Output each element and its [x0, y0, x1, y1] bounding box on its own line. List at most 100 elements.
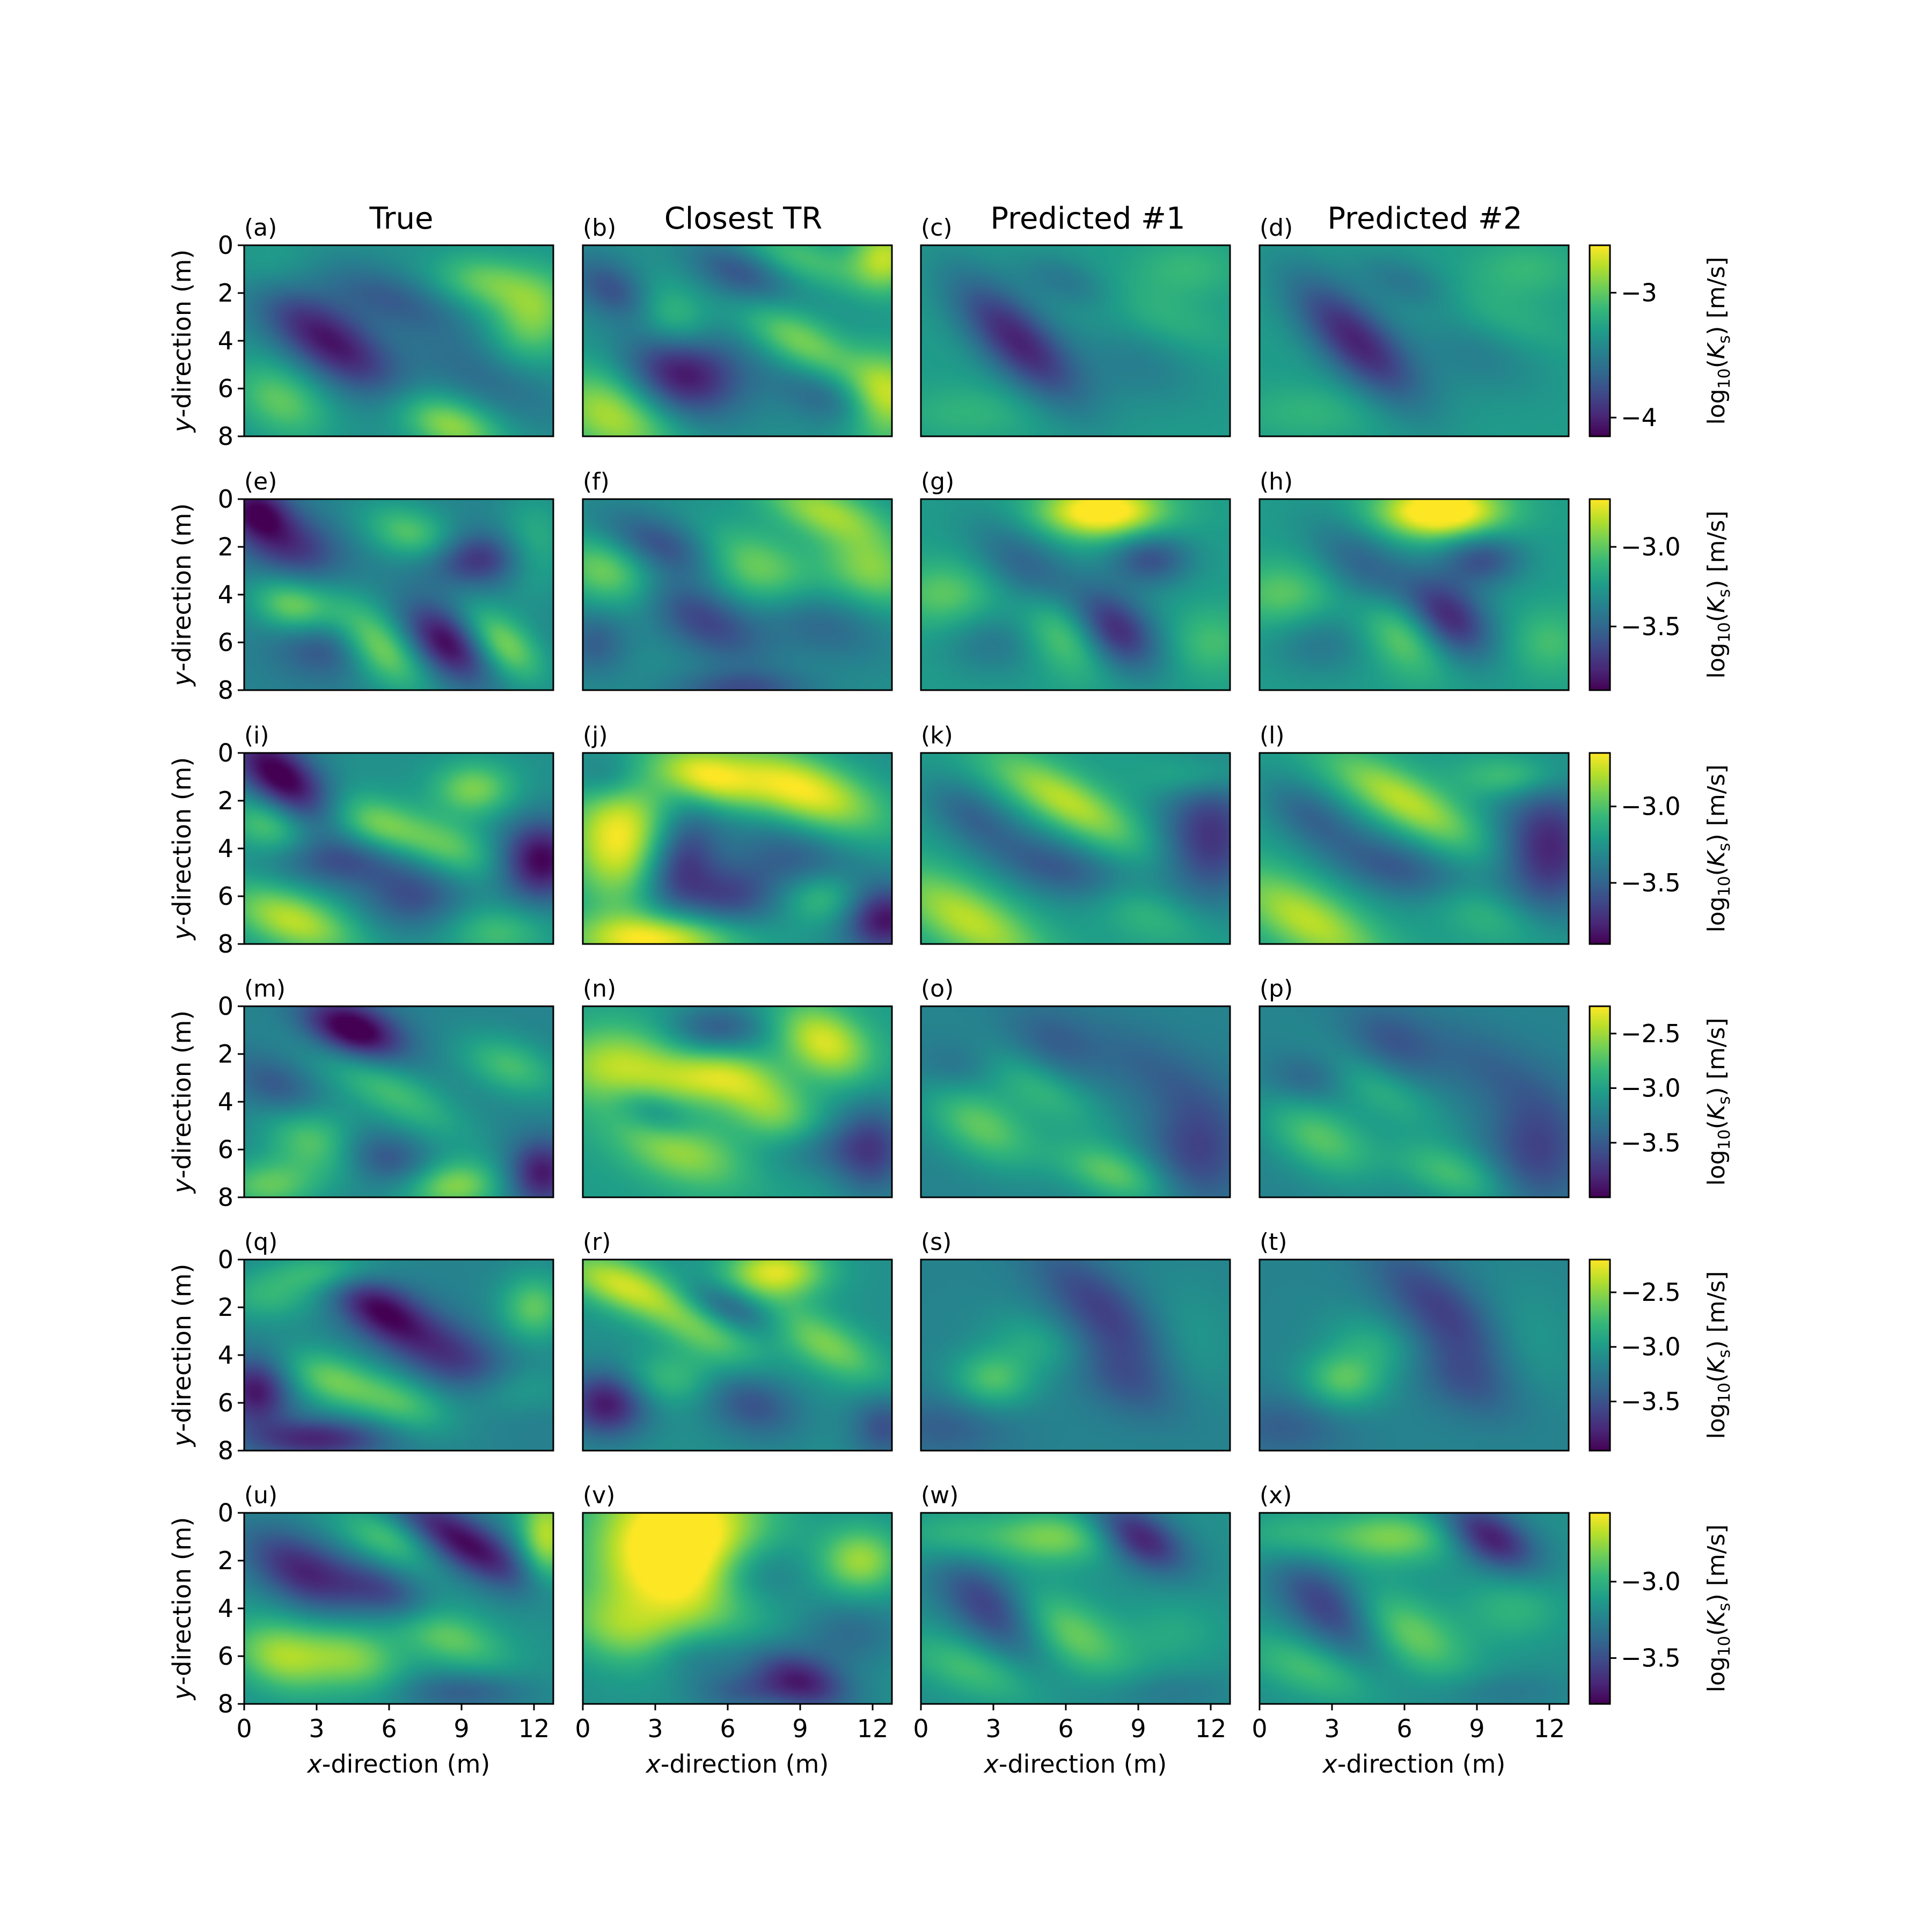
colorbar: −3.0 −3.5 log10(Ks) [m/s]: [1589, 498, 1734, 691]
heatmap-image: [244, 1513, 553, 1704]
heatmap-image: [244, 753, 553, 944]
y-tick-label: 8: [218, 1689, 233, 1718]
panel-frame: [1258, 244, 1570, 437]
y-axis-label: y-direction (m): [167, 1517, 196, 1701]
panel-grid: (a) 0 2 4 6 8 y-direction (m) (b) (c) (d) (e) 0 2 4 6 8…: [167, 214, 1570, 1779]
heatmap-panel: (i) 0 2 4 6 8 y-direction (m): [167, 722, 554, 958]
panel-frame: [1258, 498, 1570, 691]
colorbar: −2.5 −3.0 −3.5 log10(Ks) [m/s]: [1589, 1258, 1734, 1452]
x-tick-label: 6: [1396, 1714, 1412, 1743]
colorbar-frame: [1589, 752, 1611, 945]
y-tick-label: 2: [218, 532, 233, 561]
x-tick-label: 9: [1469, 1714, 1484, 1743]
y-tick-label: 6: [218, 1642, 233, 1671]
y-tick-label: 6: [218, 628, 233, 657]
heatmap-panel: (h): [1258, 468, 1570, 691]
x-tick-label: 3: [985, 1714, 1001, 1743]
colorbar-fill: [1590, 245, 1610, 436]
colorbar: −3.0 −3.5 log10(Ks) [m/s]: [1589, 1512, 1734, 1705]
heatmap-panel: (a) 0 2 4 6 8 y-direction (m): [167, 214, 554, 451]
panel-label: (s): [921, 1228, 952, 1256]
x-axis-label: x-direction (m): [306, 1750, 491, 1779]
heatmap-image: [583, 499, 892, 690]
column-title-predicted-2: Predicted #2: [1327, 201, 1522, 236]
x-tick-label: 6: [720, 1714, 735, 1743]
y-tick-label: 2: [218, 279, 233, 308]
heatmap-image: [244, 1260, 553, 1451]
x-tick-label: 12: [1195, 1714, 1227, 1743]
panel-label: (b): [583, 214, 616, 241]
panel-frame: [582, 498, 893, 691]
panel-label: (c): [921, 214, 953, 241]
colorbar-fill: [1590, 1260, 1610, 1451]
x-axis-label: x-direction (m): [645, 1750, 829, 1779]
panel-label: (u): [244, 1482, 277, 1509]
heatmap-image: [1260, 1513, 1569, 1704]
heatmap-panel: (e) 0 2 4 6 8 y-direction (m): [167, 468, 554, 705]
heatmap-panel: (t): [1258, 1228, 1570, 1452]
x-tick-label: 9: [453, 1714, 469, 1743]
panel-frame: [1258, 1005, 1570, 1198]
panel-label: (r): [583, 1228, 611, 1256]
y-tick-label: 8: [218, 676, 233, 705]
colorbar-tick-label: −3.0: [1621, 1333, 1681, 1362]
column-title-predicted-1: Predicted #1: [990, 201, 1185, 236]
heatmap-panel: (f): [582, 468, 893, 691]
heatmap-panel: (m) 0 2 4 6 8 y-direction (m): [167, 975, 554, 1212]
colorbar-fill: [1590, 499, 1610, 690]
panel-label: (x): [1260, 1482, 1292, 1509]
panel-frame: [920, 1512, 1231, 1705]
panel-label: (k): [921, 722, 953, 749]
heatmap-image: [1260, 1260, 1569, 1451]
heatmap-image: [583, 1513, 892, 1704]
heatmap-image: [583, 245, 892, 436]
x-tick-label: 6: [381, 1714, 397, 1743]
y-tick-label: 2: [218, 786, 233, 815]
heatmap-image: [583, 1006, 892, 1197]
y-tick-label: 6: [218, 374, 233, 403]
panel-label: (j): [583, 722, 608, 749]
panel-label: (m): [244, 975, 286, 1002]
heatmap-panel: (d): [1258, 214, 1570, 437]
heatmap-image: [1260, 499, 1569, 690]
colorbar-label: log10(Ks) [m/s]: [1703, 1524, 1734, 1692]
x-tick-label: 3: [647, 1714, 663, 1743]
heatmap-image: [921, 1260, 1230, 1451]
heatmap-image: [921, 499, 1230, 690]
x-tick-label: 12: [1534, 1714, 1565, 1743]
panel-frame: [1258, 1512, 1570, 1705]
x-tick-label: 0: [1252, 1714, 1267, 1743]
y-tick-label: 4: [218, 834, 233, 863]
y-tick-label: 4: [218, 1594, 233, 1623]
colorbar-tick-label: −3.5: [1621, 1128, 1681, 1157]
panel-label: (i): [244, 722, 269, 749]
heatmap-panel: (r): [582, 1228, 893, 1452]
colorbar-label: log10(Ks) [m/s]: [1703, 1018, 1734, 1185]
y-tick-label: 8: [218, 422, 233, 451]
y-tick-label: 2: [218, 1293, 233, 1322]
y-tick-label: 0: [218, 485, 233, 514]
heatmap-panel: (j): [582, 722, 893, 945]
heatmap-image: [921, 245, 1230, 436]
y-axis-label: y-direction (m): [167, 250, 196, 434]
x-axis-label: x-direction (m): [983, 1750, 1167, 1779]
heatmap-image: [1260, 1006, 1569, 1197]
heatmap-panel: (k): [920, 722, 1231, 945]
y-tick-label: 4: [218, 1087, 233, 1116]
panel-label: (f): [583, 468, 610, 495]
colorbar-fill: [1590, 753, 1610, 944]
panel-label: (h): [1260, 468, 1293, 495]
colorbar-tick-label: −3.5: [1621, 612, 1681, 641]
y-tick-label: 0: [218, 231, 233, 260]
panel-label: (v): [583, 1482, 615, 1509]
x-tick-label: 3: [1324, 1714, 1340, 1743]
heatmap-image: [921, 1513, 1230, 1704]
colorbar-label: log10(Ks) [m/s]: [1703, 257, 1734, 425]
y-axis-label: y-direction (m): [167, 1264, 196, 1448]
heatmap-panel: (s): [920, 1228, 1231, 1452]
colorbar-frame: [1589, 1512, 1611, 1705]
panel-frame: [582, 1005, 893, 1198]
heatmap-panel: (v) 0 3 6 9 12 x-direction (m): [575, 1482, 893, 1779]
x-axis-label: x-direction (m): [1322, 1750, 1506, 1779]
x-tick-label: 0: [913, 1714, 928, 1743]
